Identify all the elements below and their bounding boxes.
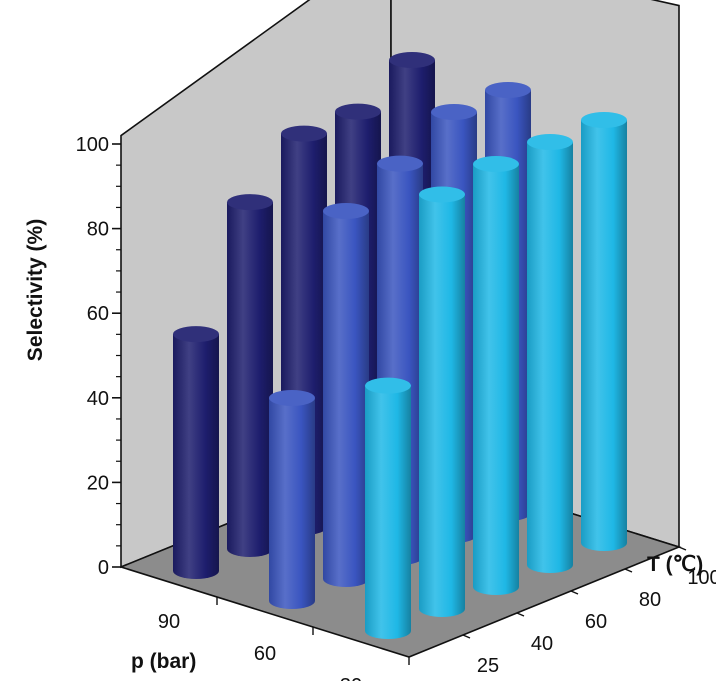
z-tick — [624, 568, 633, 573]
y-tick-label: 20 — [87, 472, 109, 494]
cylinder-top — [473, 156, 519, 172]
bar-p60-t25 — [269, 389, 315, 609]
cylinder-body — [323, 210, 369, 587]
cylinder-top — [227, 194, 273, 211]
y-tick-label: 60 — [87, 303, 109, 325]
y-tick-label: 80 — [87, 219, 109, 241]
cylinder-top — [323, 202, 369, 219]
z-tick — [516, 612, 525, 617]
temperature-axis: 25 40 60 80 100 — [462, 546, 716, 677]
z-tick-label: 80 — [639, 589, 661, 611]
x-tick-label: 60 — [254, 643, 276, 665]
bar-p30-t60 — [473, 156, 519, 595]
cylinder-top — [527, 134, 573, 150]
bar-p90-t25 — [173, 326, 219, 579]
z-tick-label: 25 — [477, 655, 499, 677]
z-tick-label: 40 — [531, 633, 553, 655]
cylinder-body — [419, 194, 465, 617]
cylinder-body — [173, 334, 219, 579]
pressure-axis: 90 60 30 — [158, 597, 410, 681]
cylinder-top — [335, 103, 381, 120]
bar-p30-t80 — [527, 134, 573, 573]
cylinder-top — [485, 82, 531, 98]
z-tick — [678, 546, 687, 551]
y-tick-label: 0 — [98, 557, 109, 579]
cylinder-top — [419, 186, 465, 203]
cylinder-body — [227, 202, 273, 557]
bar-p30-t40 — [419, 186, 465, 617]
z-tick — [462, 634, 471, 639]
cylinder-body — [581, 120, 627, 551]
z-tick-label: 100 — [687, 567, 716, 589]
cylinder-top — [377, 155, 423, 172]
cylinder-body — [269, 397, 315, 609]
cylinder-top — [389, 52, 435, 68]
z-tick — [570, 590, 579, 595]
x-tick-label: 90 — [158, 611, 180, 633]
y-axis-title: Selectivity (%) — [24, 219, 47, 361]
y-tick-label: 100 — [76, 134, 109, 156]
y-tick-label: 40 — [87, 388, 109, 410]
bar-p30-t25 — [365, 377, 411, 639]
cylinder-top — [581, 112, 627, 128]
bar-p90-t40 — [227, 194, 273, 557]
z-axis-title: T (℃) — [647, 553, 703, 576]
cylinder-bars — [173, 52, 627, 639]
cylinder-body — [527, 142, 573, 573]
cylinder-top — [431, 104, 477, 120]
cylinder-body — [473, 164, 519, 595]
x-axis-title: p (bar) — [131, 650, 196, 673]
cylinder-top — [173, 326, 219, 343]
x-tick-label: 30 — [340, 675, 362, 681]
bar-p60-t40 — [323, 202, 369, 587]
cylinder-top — [365, 377, 411, 394]
z-tick-label: 60 — [585, 611, 607, 633]
cylinder-top — [269, 389, 315, 406]
cylinder-body — [365, 385, 411, 639]
cylinder-top — [281, 125, 327, 142]
selectivity-axis: 0 20 40 60 80 100 — [76, 134, 121, 579]
bar-p30-t100 — [581, 112, 627, 551]
